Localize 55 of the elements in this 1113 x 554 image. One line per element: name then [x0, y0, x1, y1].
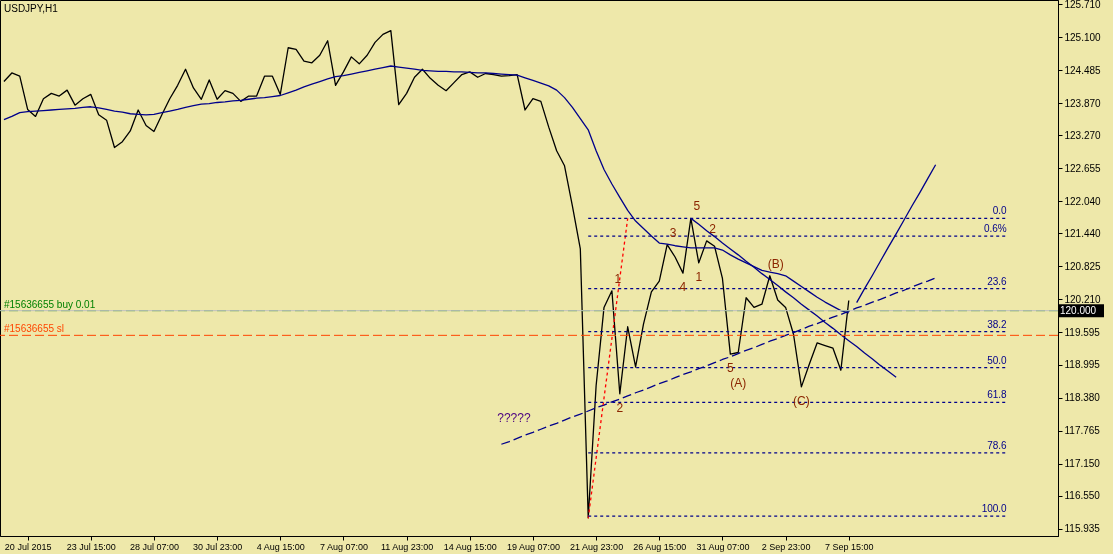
series-label: 0.0: [992, 205, 1008, 217]
annotation: (B): [767, 256, 784, 271]
chart-title: USDJPY,H1: [4, 3, 59, 14]
x-tick-label: 26 Aug 15:00: [633, 541, 687, 552]
annotation: 5: [693, 199, 701, 214]
y-tick-label: 116.550: [1064, 490, 1101, 502]
x-tick-label: 28 Jul 07:00: [129, 541, 179, 552]
annotation: 2: [616, 400, 624, 415]
y-tick-label: 122.655: [1064, 162, 1102, 174]
annotation: (C): [793, 393, 810, 408]
y-tick-label: 125.100: [1064, 31, 1102, 43]
x-tick-label: 31 Aug 07:00: [696, 541, 750, 552]
y-tick-label: 122.040: [1064, 195, 1102, 207]
ref-line-label: #15636655 sl: [4, 323, 65, 335]
y-tick-label: 117.150: [1064, 458, 1101, 470]
x-tick-label: 4 Aug 15:00: [256, 541, 305, 552]
y-tick-label: 123.270: [1064, 129, 1102, 141]
series-label: 100.0: [981, 503, 1008, 515]
x-tick-label: 7 Sep 15:00: [825, 541, 874, 552]
y-tick-label: 121.440: [1064, 227, 1102, 239]
y-tick-label: 123.870: [1064, 97, 1102, 109]
y-tick-label: 120.210: [1064, 293, 1102, 305]
annotation: 2: [709, 221, 717, 236]
annotation: 3: [669, 225, 677, 240]
y-tick-label: 115.935: [1064, 523, 1101, 535]
annotation: 5: [726, 361, 734, 376]
y-tick-label: 118.995: [1064, 359, 1101, 371]
annotation: ?????: [497, 411, 531, 426]
x-tick-label: 2 Sep 23:00: [761, 541, 811, 552]
annotation: 1: [695, 269, 703, 284]
y-tick-label: 118.380: [1064, 392, 1101, 404]
series-label: 61.8: [987, 389, 1008, 401]
series-label: 50.0: [987, 354, 1008, 366]
x-tick-label: 23 Jul 15:00: [66, 541, 116, 552]
x-tick-label: 19 Aug 07:00: [506, 541, 560, 552]
y-tick-label: 117.765: [1064, 425, 1101, 437]
series-label: 38.2: [987, 318, 1008, 330]
annotation: 1: [614, 271, 622, 286]
series-label: 23.6: [987, 275, 1008, 287]
series-label: 78.6: [987, 439, 1008, 451]
ref-line-label: #15636655 buy 0.01: [4, 298, 96, 310]
x-tick-label: 7 Aug 07:00: [319, 541, 368, 552]
series-label: 0.6%: [983, 223, 1007, 235]
x-tick-label: 21 Aug 23:00: [570, 541, 624, 552]
y-tick-label: 119.595: [1064, 326, 1101, 338]
x-tick-label: 30 Jul 23:00: [193, 541, 243, 552]
annotation: (A): [730, 375, 747, 390]
y-tick-label: 120.825: [1064, 260, 1102, 272]
x-tick-label: 14 Aug 15:00: [443, 541, 497, 552]
annotation: 4: [679, 280, 687, 295]
ref-line-label: 120.000: [1060, 304, 1097, 316]
x-tick-label: 20 Jul 2015: [4, 541, 52, 552]
x-tick-label: 11 Aug 23:00: [380, 541, 434, 552]
y-tick-label: 125.710: [1064, 0, 1102, 10]
y-tick-label: 124.485: [1064, 64, 1102, 76]
